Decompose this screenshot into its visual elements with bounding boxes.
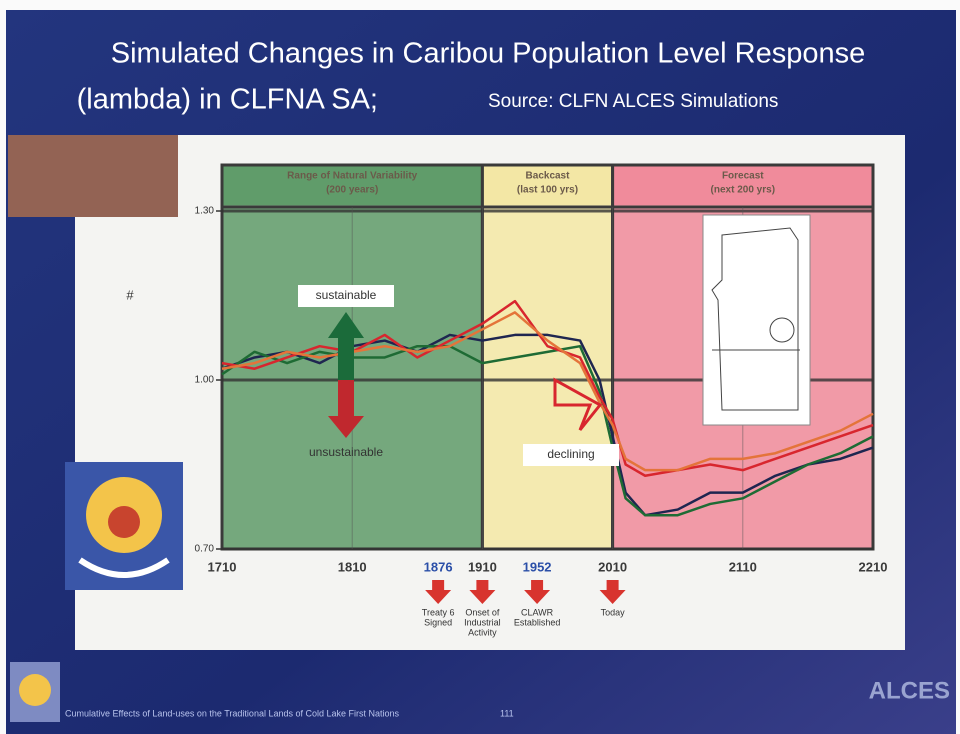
slide: Simulated Changes in Caribou Population … bbox=[0, 0, 960, 734]
event-label: Activity bbox=[468, 627, 497, 637]
region-sublabel: (200 years) bbox=[326, 185, 378, 196]
region-label: Backcast bbox=[526, 171, 571, 182]
region-sublabel: (next 200 yrs) bbox=[711, 185, 775, 196]
event-label: Today bbox=[601, 607, 626, 617]
event-year: 1876 bbox=[424, 559, 453, 574]
event-year: 1952 bbox=[523, 559, 552, 574]
logo-center bbox=[108, 506, 140, 538]
region-label: Forecast bbox=[722, 171, 764, 182]
region-sublabel: (last 100 yrs) bbox=[517, 185, 578, 196]
annotation: unsustainable bbox=[309, 445, 383, 459]
page-number: 111 bbox=[500, 708, 514, 718]
event-label: Industrial bbox=[464, 617, 501, 627]
event-label: Treaty 6 bbox=[422, 607, 455, 617]
photo-tint bbox=[8, 135, 178, 217]
annotation: declining bbox=[547, 447, 594, 461]
x-tick-label: 2010 bbox=[598, 559, 627, 574]
y-tick-label: 0.70 bbox=[195, 544, 215, 555]
region bbox=[482, 165, 612, 549]
y-tick-label: 1.30 bbox=[195, 206, 215, 217]
event-label: Established bbox=[514, 617, 561, 627]
event-label: Onset of bbox=[465, 607, 500, 617]
brand: ALCES bbox=[869, 677, 950, 704]
subtitle: Source: CLFN ALCES Simulations bbox=[488, 91, 778, 112]
title: Simulated Changes in Caribou Population … bbox=[111, 38, 865, 70]
region-label: Range of Natural Variability bbox=[287, 171, 417, 182]
x-tick-label: 1710 bbox=[208, 559, 237, 574]
footer-text: Cumulative Effects of Land-uses on the T… bbox=[65, 708, 400, 718]
cree-logo bbox=[65, 462, 183, 590]
x-tick-label: 2210 bbox=[859, 559, 888, 574]
y-tick-label: 1.00 bbox=[195, 375, 215, 386]
annotation: sustainable bbox=[316, 288, 377, 302]
down-arrow-shaft bbox=[338, 380, 354, 420]
x-tick-label: 1810 bbox=[338, 559, 367, 574]
title-line-2: (lambda) in CLFNA SA; bbox=[77, 84, 378, 116]
x-tick-label: 1910 bbox=[468, 559, 497, 574]
event-label: Signed bbox=[424, 617, 452, 627]
up-arrow-shaft bbox=[338, 335, 354, 380]
x-tick-label: 2110 bbox=[729, 559, 757, 574]
event-label: CLAWR bbox=[521, 607, 554, 617]
footer-logo-sun bbox=[19, 674, 51, 706]
page: {"chart_data": { "type": "line", "title"… bbox=[0, 0, 960, 734]
y-axis-label: # bbox=[126, 287, 134, 302]
